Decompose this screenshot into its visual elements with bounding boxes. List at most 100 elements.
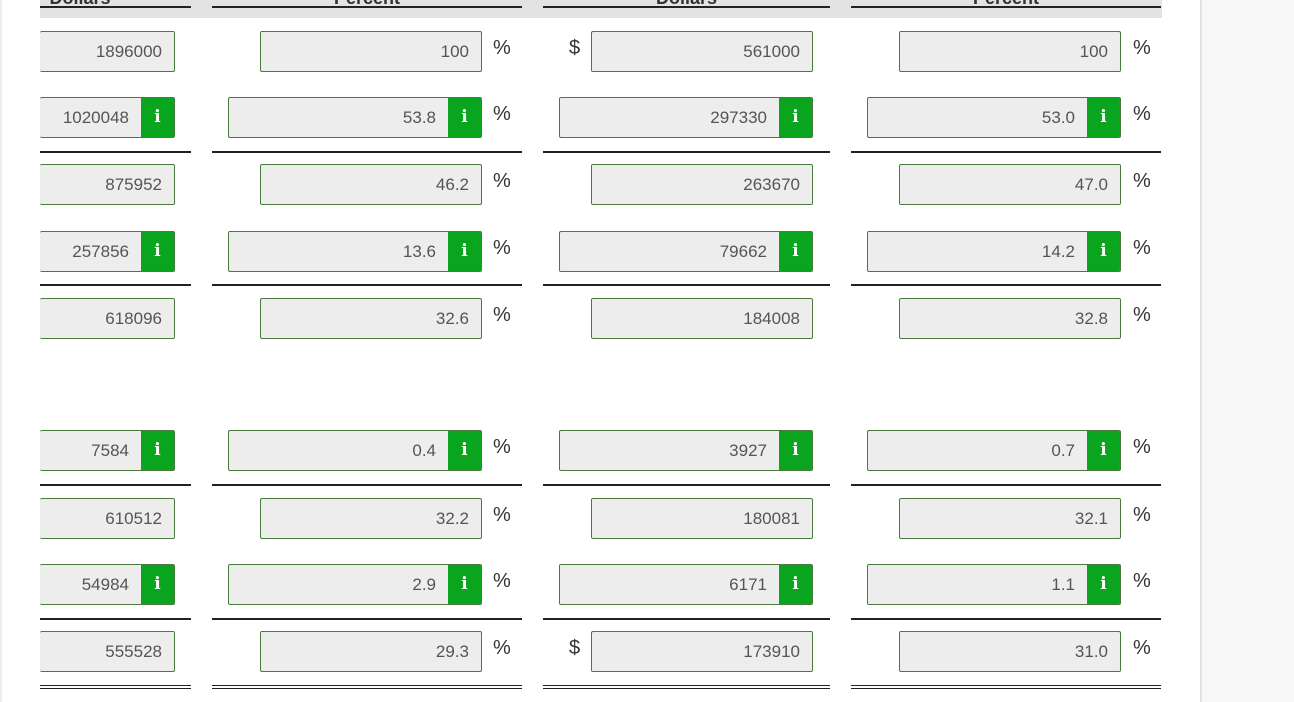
value-field-col4[interactable]: 32.1	[899, 498, 1121, 539]
field-value: 875952	[105, 175, 162, 194]
row-divider	[543, 618, 830, 620]
info-icon[interactable]: i	[779, 431, 812, 470]
info-icon[interactable]: i	[448, 431, 481, 470]
value-field-col3[interactable]: 3927 i	[559, 430, 813, 471]
value-field-col3[interactable]: 173910	[591, 631, 813, 672]
value-field-col3[interactable]: 263670	[591, 164, 813, 205]
value-field-col1[interactable]: 7584 i	[40, 430, 175, 471]
row-divider	[543, 284, 830, 286]
percent-symbol: %	[1133, 436, 1151, 458]
field-value: 79662	[719, 242, 767, 261]
value-field-col1[interactable]: 257856 i	[40, 231, 175, 272]
value-field-col4[interactable]: 47.0	[899, 164, 1121, 205]
field-value: 184008	[743, 309, 800, 328]
value-field-col4[interactable]: 100	[899, 31, 1121, 72]
percent-symbol: %	[1133, 170, 1151, 192]
info-icon[interactable]: i	[141, 232, 174, 271]
value-field-col2[interactable]: 46.2	[260, 164, 482, 205]
row-divider	[212, 151, 522, 153]
value-field-col4[interactable]: 32.8	[899, 298, 1121, 339]
value-field-col2[interactable]: 0.4 i	[228, 430, 482, 471]
value-field-col3[interactable]: 297330 i	[559, 97, 813, 138]
value-field-col3[interactable]: 184008	[591, 298, 813, 339]
value-field-col4[interactable]: 1.1 i	[867, 564, 1121, 605]
table-row: 54984 i 2.9 i% 6171 i 1.1 i%	[0, 564, 1200, 605]
field-value: 180081	[743, 509, 800, 528]
header-underline	[40, 6, 191, 8]
value-field-col1[interactable]: 610512	[40, 498, 175, 539]
value-field-col4[interactable]: 31.0	[899, 631, 1121, 672]
field-value: 0.7	[1051, 441, 1075, 460]
percent-symbol: %	[1133, 304, 1151, 326]
percent-symbol: %	[493, 570, 511, 592]
field-value: 173910	[743, 642, 800, 661]
info-icon[interactable]: i	[1087, 431, 1120, 470]
field-value: 2.9	[412, 575, 436, 594]
value-field-col2[interactable]: 13.6 i	[228, 231, 482, 272]
info-icon[interactable]: i	[141, 98, 174, 137]
row-divider	[40, 484, 191, 486]
value-field-col2[interactable]: 32.2	[260, 498, 482, 539]
value-field-col3[interactable]: 6171 i	[559, 564, 813, 605]
field-value: 13.6	[402, 242, 436, 261]
column-header: Percent	[851, 0, 1161, 9]
value-field-col2[interactable]: 53.8 i	[228, 97, 482, 138]
header-underline	[851, 6, 1161, 8]
header-underline	[212, 6, 522, 8]
info-icon[interactable]: i	[779, 98, 812, 137]
field-value: 31.0	[1074, 642, 1108, 661]
row-divider	[543, 151, 830, 153]
table-header	[40, 0, 1162, 18]
info-icon[interactable]: i	[1087, 232, 1120, 271]
row-divider	[851, 484, 1161, 486]
field-value: 53.0	[1041, 108, 1075, 127]
field-value: 14.2	[1041, 242, 1075, 261]
field-value: 561000	[743, 42, 800, 61]
field-value: 32.8	[1074, 309, 1108, 328]
left-border	[0, 0, 2, 702]
value-field-col2[interactable]: 2.9 i	[228, 564, 482, 605]
info-icon[interactable]: i	[448, 98, 481, 137]
table-row: 1896000 100% 561000 $100%	[0, 31, 1200, 72]
field-value: 1.1	[1051, 575, 1075, 594]
value-field-col3[interactable]: 79662 i	[559, 231, 813, 272]
value-field-col4[interactable]: 0.7 i	[867, 430, 1121, 471]
info-icon[interactable]: i	[1087, 565, 1120, 604]
total-double-underline	[543, 685, 830, 689]
field-value: 7584	[91, 441, 129, 460]
info-icon[interactable]: i	[141, 431, 174, 470]
percent-symbol: %	[493, 504, 511, 526]
percent-symbol: %	[493, 170, 511, 192]
percent-symbol: %	[1133, 637, 1151, 659]
field-value: 32.6	[435, 309, 469, 328]
info-icon[interactable]: i	[1087, 98, 1120, 137]
value-field-col1[interactable]: 1896000	[40, 31, 175, 72]
percent-symbol: %	[493, 237, 511, 259]
value-field-col2[interactable]: 100	[260, 31, 482, 72]
value-field-col3[interactable]: 180081	[591, 498, 813, 539]
field-value: 610512	[105, 509, 162, 528]
row-divider	[40, 151, 191, 153]
info-icon[interactable]: i	[141, 565, 174, 604]
value-field-col2[interactable]: 29.3	[260, 631, 482, 672]
total-double-underline	[40, 685, 191, 689]
value-field-col3[interactable]: 561000	[591, 31, 813, 72]
value-field-col4[interactable]: 53.0 i	[867, 97, 1121, 138]
info-icon[interactable]: i	[779, 565, 812, 604]
value-field-col1[interactable]: 875952	[40, 164, 175, 205]
value-field-col4[interactable]: 14.2 i	[867, 231, 1121, 272]
info-icon[interactable]: i	[448, 232, 481, 271]
info-icon[interactable]: i	[779, 232, 812, 271]
field-value: 555528	[105, 642, 162, 661]
info-icon[interactable]: i	[448, 565, 481, 604]
value-field-col2[interactable]: 32.6	[260, 298, 482, 339]
value-field-col1[interactable]: 1020048 i	[40, 97, 175, 138]
value-field-col1[interactable]: 618096	[40, 298, 175, 339]
table-row: 555528 29.3% 173910 $31.0%	[0, 631, 1200, 672]
column-header: Percent	[212, 0, 522, 9]
value-field-col1[interactable]: 54984 i	[40, 564, 175, 605]
row-divider	[851, 284, 1161, 286]
value-field-col1[interactable]: 555528	[40, 631, 175, 672]
table-row: 257856 i 13.6 i% 79662 i 14.2 i%	[0, 231, 1200, 272]
field-value: 54984	[81, 575, 129, 594]
